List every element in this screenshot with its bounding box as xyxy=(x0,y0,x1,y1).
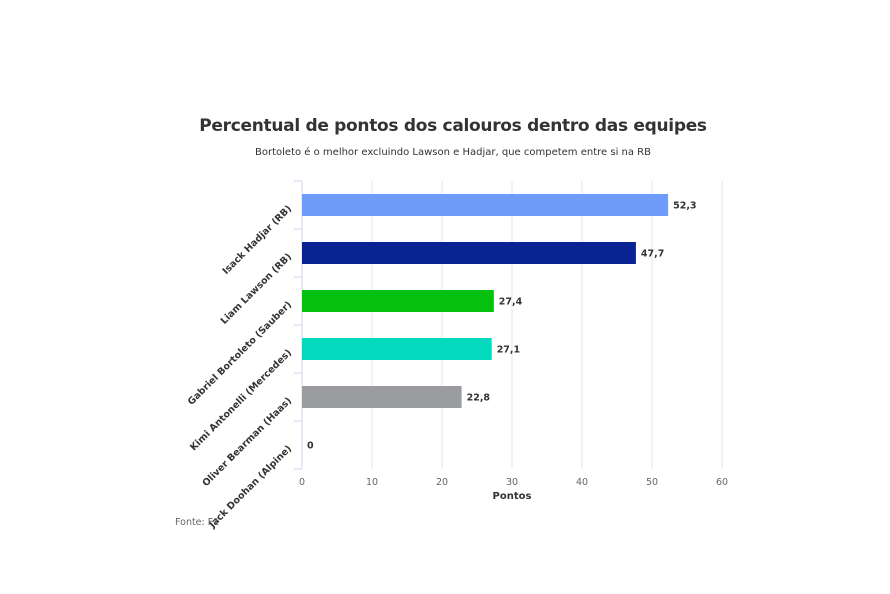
x-tick-label: 60 xyxy=(716,477,728,488)
bar xyxy=(302,338,492,360)
x-tick-label: 0 xyxy=(299,477,305,488)
chart-subtitle: Bortoleto é o melhor excluindo Lawson e … xyxy=(255,147,651,158)
x-tick-label: 10 xyxy=(366,477,378,488)
bars xyxy=(302,194,669,408)
bar xyxy=(302,194,669,216)
x-tick-label: 40 xyxy=(576,477,588,488)
bar xyxy=(302,386,462,408)
category-label: Jack Doohan (Alpine) xyxy=(206,443,294,531)
value-label: 0 xyxy=(307,441,314,452)
chart-title: Percentual de pontos dos calouros dentro… xyxy=(199,116,707,136)
category-label: Gabriel Bortoleto (Sauber) xyxy=(186,299,294,407)
value-label: 52,3 xyxy=(673,201,696,212)
x-tick-label: 30 xyxy=(506,477,518,488)
x-tick-label: 20 xyxy=(436,477,448,488)
value-label: 22,8 xyxy=(467,393,491,404)
value-label: 27,4 xyxy=(499,297,523,308)
category-label: Kimi Antonelli (Mercedes) xyxy=(188,347,294,453)
y-axis xyxy=(294,180,303,470)
x-tick-label: 50 xyxy=(646,477,658,488)
x-axis-title: Pontos xyxy=(493,491,532,502)
bar xyxy=(302,242,636,264)
source-note: Fonte: F1 xyxy=(175,517,220,528)
category-label: Oliver Bearman (Haas) xyxy=(200,395,294,489)
value-label: 27,1 xyxy=(497,345,520,356)
value-label: 47,7 xyxy=(641,249,664,260)
bar xyxy=(302,290,494,312)
gridlines xyxy=(371,181,723,469)
